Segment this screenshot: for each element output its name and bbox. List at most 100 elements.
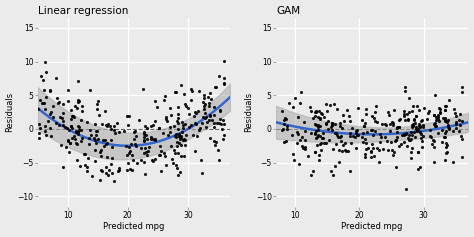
Point xyxy=(78,137,86,140)
Point xyxy=(45,119,52,123)
Point xyxy=(160,98,168,102)
Point xyxy=(46,127,54,130)
Point xyxy=(436,106,443,110)
Point xyxy=(196,127,203,130)
Point xyxy=(182,133,190,137)
Point xyxy=(458,85,466,89)
Point xyxy=(200,96,208,100)
Point xyxy=(215,74,223,77)
Point xyxy=(368,128,376,132)
Point xyxy=(404,136,412,140)
Point xyxy=(84,157,92,160)
Point xyxy=(403,112,411,116)
Point xyxy=(173,140,181,144)
Point xyxy=(377,135,384,139)
Point xyxy=(142,133,150,137)
Point xyxy=(120,129,128,132)
Point xyxy=(77,140,85,143)
Point xyxy=(373,120,381,124)
Point xyxy=(180,138,187,142)
Point xyxy=(431,94,438,97)
Point xyxy=(43,95,50,99)
Point xyxy=(391,150,398,154)
Point xyxy=(154,105,161,109)
Point xyxy=(333,133,340,137)
Point xyxy=(440,135,448,139)
Point xyxy=(102,165,109,169)
Point xyxy=(441,105,449,108)
Point xyxy=(64,139,72,142)
Point xyxy=(175,134,183,137)
Point xyxy=(46,113,54,116)
Point xyxy=(317,111,325,115)
Point xyxy=(346,131,353,135)
Point xyxy=(65,128,73,132)
Point xyxy=(199,115,206,119)
Point xyxy=(171,148,178,152)
Point xyxy=(143,126,151,130)
Point xyxy=(213,121,221,124)
Point xyxy=(46,89,54,93)
Point xyxy=(376,140,383,144)
Point xyxy=(438,140,446,144)
Point xyxy=(453,120,460,124)
Point xyxy=(407,130,414,134)
Point xyxy=(431,124,438,128)
Point xyxy=(318,112,325,115)
Point xyxy=(354,133,361,137)
Point xyxy=(342,148,349,152)
Point xyxy=(87,133,95,137)
Point xyxy=(175,134,182,138)
Point xyxy=(39,78,46,82)
Point xyxy=(428,142,436,146)
Point xyxy=(214,148,221,152)
Point xyxy=(124,153,131,157)
Point xyxy=(383,123,390,127)
Point xyxy=(441,118,449,122)
Point xyxy=(367,150,375,154)
Point xyxy=(323,109,331,113)
Point xyxy=(289,152,297,156)
Point xyxy=(395,144,402,148)
Point xyxy=(405,110,413,114)
Point xyxy=(42,133,50,137)
Point xyxy=(102,172,109,175)
Point xyxy=(311,110,319,114)
Point xyxy=(393,126,401,130)
Point xyxy=(81,152,88,155)
Point xyxy=(67,124,74,128)
Point xyxy=(279,109,286,113)
Point xyxy=(111,131,118,135)
Point xyxy=(381,135,389,139)
Point xyxy=(159,131,167,135)
Point xyxy=(102,142,110,146)
Point xyxy=(279,127,286,131)
Point xyxy=(441,117,449,120)
Point xyxy=(131,129,139,133)
Point xyxy=(155,153,162,157)
Point xyxy=(296,101,304,105)
Point xyxy=(319,136,326,140)
Point xyxy=(434,113,442,116)
Point xyxy=(140,138,147,142)
Point xyxy=(407,156,415,160)
Point xyxy=(148,158,156,162)
Point xyxy=(143,137,151,141)
Point xyxy=(445,126,453,130)
Point xyxy=(410,123,417,127)
Point xyxy=(297,90,305,94)
Point xyxy=(430,160,438,164)
Point xyxy=(92,133,100,137)
Point xyxy=(343,149,350,152)
Point xyxy=(210,114,218,117)
Point xyxy=(128,142,135,146)
Point xyxy=(147,135,155,139)
Point xyxy=(414,150,421,154)
Point xyxy=(316,124,324,128)
Text: GAM: GAM xyxy=(276,5,300,16)
Point xyxy=(430,113,438,117)
Point xyxy=(205,104,213,108)
Point xyxy=(367,155,374,159)
Point xyxy=(339,143,346,147)
Point xyxy=(192,122,200,125)
